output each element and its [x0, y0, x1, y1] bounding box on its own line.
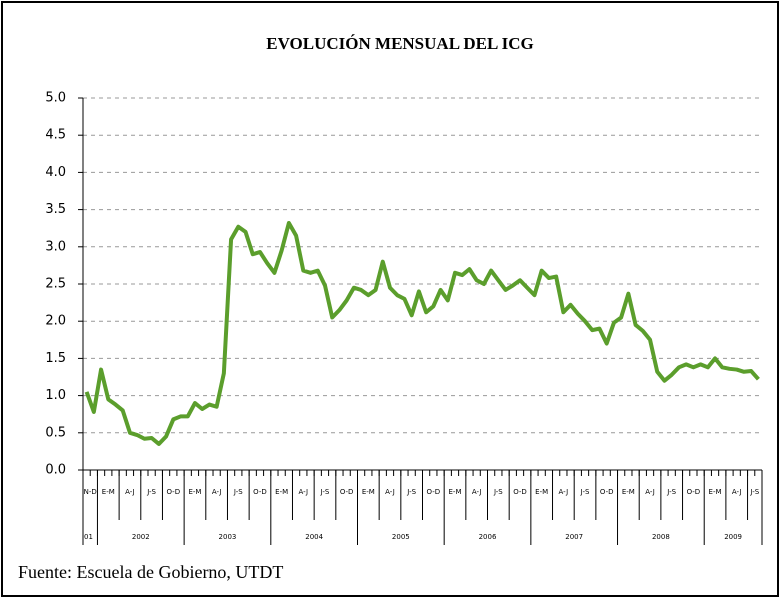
y-tick-label: 1.5 — [45, 351, 66, 366]
period-label: E-M — [275, 488, 288, 496]
year-label: 2006 — [479, 533, 497, 541]
y-tick-label: 3.5 — [45, 202, 66, 217]
period-label: J-S — [493, 488, 503, 496]
y-tick-label: 0.5 — [45, 425, 66, 440]
period-label: A-J — [472, 488, 482, 496]
period-label: N-D — [84, 488, 97, 496]
period-label: J-S — [320, 488, 330, 496]
y-tick-label: 3.0 — [45, 239, 66, 254]
period-label: A-J — [559, 488, 569, 496]
chart-title: EVOLUCIÓN MENSUAL DEL ICG — [266, 34, 533, 53]
period-label: A-J — [299, 488, 309, 496]
y-tick-label: 4.0 — [45, 165, 66, 180]
period-label: E-M — [362, 488, 375, 496]
period-label: E-M — [102, 488, 115, 496]
period-label: O-D — [340, 488, 354, 496]
y-tick-label: 2.0 — [45, 314, 66, 329]
period-label: O-D — [253, 488, 267, 496]
period-label: J-S — [666, 488, 676, 496]
year-label: 2009 — [724, 533, 742, 541]
period-label: O-D — [166, 488, 180, 496]
period-label: E-M — [622, 488, 635, 496]
period-label: O-D — [427, 488, 441, 496]
year-label: 2005 — [392, 533, 410, 541]
year-label: 2008 — [652, 533, 670, 541]
y-tick-label: 5.0 — [45, 91, 66, 106]
period-label: J-S — [406, 488, 416, 496]
period-label: O-D — [687, 488, 701, 496]
period-label: A-J — [385, 488, 395, 496]
period-label: E-M — [709, 488, 722, 496]
period-label: E-M — [449, 488, 462, 496]
y-tick-label: 0.0 — [45, 463, 66, 478]
y-tick-label: 1.0 — [45, 388, 66, 403]
period-label: J-S — [233, 488, 243, 496]
year-label: 2003 — [219, 533, 237, 541]
y-tick-label: 4.5 — [45, 128, 66, 143]
year-label: 2007 — [565, 533, 583, 541]
period-label: J-S — [146, 488, 156, 496]
period-label: A-J — [125, 488, 135, 496]
source-note: Fuente: Escuela de Gobierno, UTDT — [18, 562, 283, 582]
period-label: J-S — [749, 488, 759, 496]
year-label: 2002 — [132, 533, 150, 541]
period-label: O-D — [600, 488, 614, 496]
period-label: A-J — [732, 488, 742, 496]
period-label: E-M — [188, 488, 201, 496]
period-label: O-D — [513, 488, 527, 496]
period-label: J-S — [580, 488, 590, 496]
y-tick-label: 2.5 — [45, 277, 66, 292]
period-label: A-J — [212, 488, 222, 496]
data-line — [84, 220, 760, 446]
year-label: 01 — [84, 533, 93, 541]
period-label: A-J — [645, 488, 655, 496]
year-label: 2004 — [305, 533, 323, 541]
period-label: E-M — [535, 488, 548, 496]
